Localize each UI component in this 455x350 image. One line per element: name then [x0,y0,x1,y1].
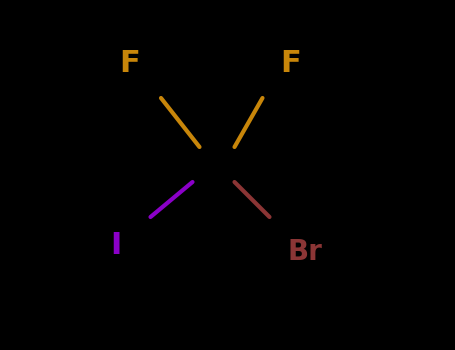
Text: F: F [280,49,301,77]
Text: I: I [110,231,121,259]
Text: Br: Br [287,238,322,266]
Text: F: F [119,49,140,77]
